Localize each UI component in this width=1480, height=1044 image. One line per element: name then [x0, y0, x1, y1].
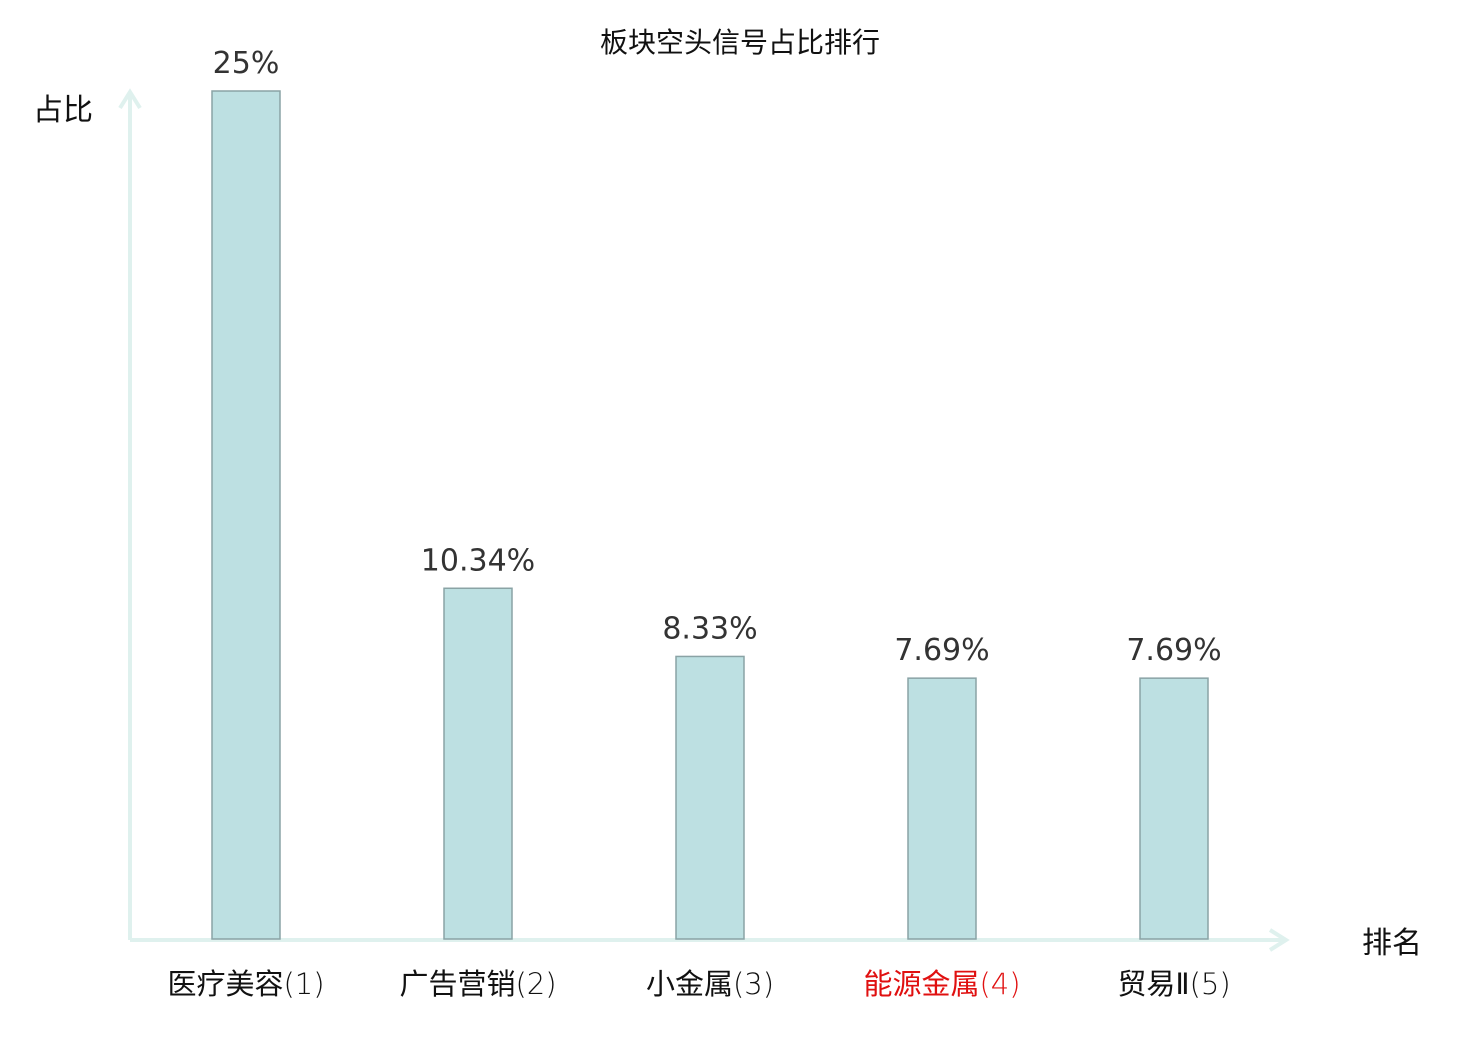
- category-labels-layer: 医疗美容(1) 广告营销(2) 小金属(3) 能源金属(4) 贸易Ⅱ(5): [167, 967, 1230, 1001]
- tick-label: 小金属(3): [646, 967, 774, 1001]
- tick-label: 能源金属(4): [863, 967, 1020, 1001]
- tick-label-rank: (2): [515, 967, 556, 1001]
- bars-layer: [211, 90, 1209, 940]
- data-label: 8.33%: [662, 611, 757, 646]
- tick-label-category: 医疗美容: [167, 967, 283, 1001]
- tick-label-rank: (1): [283, 967, 324, 1001]
- y-axis-label: 占比: [33, 93, 93, 128]
- bar: [211, 90, 281, 940]
- tick-label-rank: (5): [1190, 967, 1231, 1001]
- bar: [443, 587, 513, 940]
- data-label: 7.69%: [1126, 633, 1221, 668]
- axes: [118, 88, 1290, 952]
- tick-label-rank: (4): [979, 967, 1020, 1001]
- data-label: 7.69%: [894, 633, 989, 668]
- tick-label-category: 能源金属: [863, 967, 979, 1001]
- bar: [675, 655, 745, 940]
- value-labels-layer: 25% 10.34% 8.33% 7.69% 7.69%: [213, 46, 1222, 668]
- tick-label: 医疗美容(1): [167, 967, 324, 1001]
- bar: [907, 677, 977, 940]
- x-axis-label: 排名: [1362, 926, 1422, 961]
- bar: [1139, 677, 1209, 940]
- data-label: 25%: [213, 46, 280, 81]
- tick-label-category: 小金属: [646, 967, 733, 1001]
- tick-label-rank: (3): [733, 967, 774, 1001]
- tick-label: 贸易Ⅱ(5): [1117, 967, 1230, 1001]
- data-label: 10.34%: [421, 543, 535, 578]
- chart-title: 板块空头信号占比排行: [600, 26, 880, 59]
- tick-label-category: 广告营销: [399, 967, 515, 1001]
- x-axis-arrowhead: [1268, 928, 1290, 952]
- tick-label-category: 贸易Ⅱ: [1117, 967, 1189, 1001]
- y-axis-arrowhead: [118, 88, 142, 110]
- tick-label: 广告营销(2): [399, 967, 556, 1001]
